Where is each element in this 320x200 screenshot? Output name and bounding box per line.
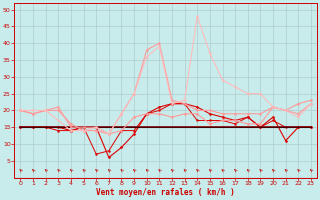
X-axis label: Vent moyen/en rafales ( km/h ): Vent moyen/en rafales ( km/h ) xyxy=(96,188,235,197)
